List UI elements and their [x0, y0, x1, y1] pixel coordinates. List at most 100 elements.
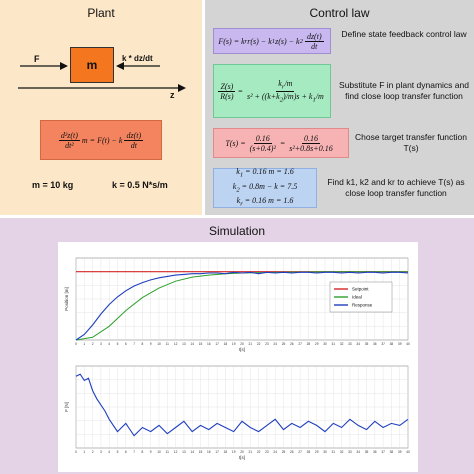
damping-value: k = 0.5 N*s/m [112, 180, 168, 190]
force-x-tick-label: 27 [298, 450, 302, 454]
force-x-tick-label: 16 [207, 450, 211, 454]
position-x-tick-label: 19 [232, 342, 236, 346]
force-x-tick-label: 37 [381, 450, 385, 454]
control-law-description-4: Find k1, k2 and kr to achieve T(s) as cl… [327, 177, 465, 198]
plant-panel: Plant F k * dz/dt m z d²z(t) dt² m = F(t) … [0, 0, 202, 215]
plant-equation: d²z(t) dt² m = F(t) − k dz(t) dt [40, 120, 162, 160]
position-x-tick-label: 5 [117, 342, 119, 346]
plant-title: Plant [87, 6, 115, 20]
force-x-tick-label: 6 [125, 450, 127, 454]
control-law-description-1: Define state feedback control law [341, 29, 467, 39]
force-x-tick-label: 31 [332, 450, 336, 454]
position-x-tick-label: 31 [332, 342, 336, 346]
position-x-tick-label: 13 [182, 342, 186, 346]
legend-label-setpoint: Setpoint [352, 287, 369, 292]
position-x-tick-label: 24 [273, 342, 277, 346]
force-x-tick-label: 18 [224, 450, 228, 454]
force-x-tick-label: 10 [157, 450, 161, 454]
position-x-tick-label: 12 [174, 342, 178, 346]
position-x-tick-label: 15 [199, 342, 203, 346]
force-arrowhead [60, 62, 68, 70]
position-x-tick-label: 10 [157, 342, 161, 346]
position-x-tick-label: 38 [390, 342, 394, 346]
damper-label: k * dz/dt [122, 54, 153, 63]
force-x-tick-label: 24 [273, 450, 277, 454]
force-x-tick-label: 8 [142, 450, 144, 454]
z-axis-arrowhead [178, 84, 186, 92]
position-x-axis-label: t[s] [239, 347, 245, 352]
force-x-tick-label: 38 [390, 450, 394, 454]
force-x-tick-label: 13 [182, 450, 186, 454]
force-x-tick-label: 30 [323, 450, 327, 454]
force-x-tick-label: 35 [365, 450, 369, 454]
closed-loop-equation: Z(s) R(s) = kr/m s² + ((k+k2)/m)s + k1/m [213, 64, 331, 118]
position-x-tick-label: 0 [75, 342, 77, 346]
simulation-charts: 0 1 2 3 4 5 6 7 8 9 10 11 12 13 14 15 16 17 18 19 20 21 22 23 24… [64, 257, 410, 460]
force-x-tick-label: 32 [340, 450, 344, 454]
force-x-tick-label: 15 [199, 450, 203, 454]
force-x-tick-label: 21 [249, 450, 253, 454]
position-x-tick-label: 28 [307, 342, 311, 346]
force-x-tick-label: 19 [232, 450, 236, 454]
simulation-title: Simulation [208, 224, 266, 238]
position-x-tick-label: 8 [142, 342, 144, 346]
force-x-tick-label: 17 [215, 450, 219, 454]
z-axis-label: z [170, 90, 175, 100]
position-x-tick-label: 30 [323, 342, 327, 346]
force-x-tick-label: 2 [92, 450, 94, 454]
position-x-tick-label: 36 [373, 342, 377, 346]
position-x-tick-label: 26 [290, 342, 294, 346]
position-x-tick-label: 6 [125, 342, 127, 346]
position-x-tick-label: 3 [100, 342, 102, 346]
force-x-tick-label: 12 [174, 450, 178, 454]
force-x-tick-label: 25 [282, 450, 286, 454]
force-x-tick-label: 33 [348, 450, 352, 454]
simulation-panel: Simulation 0 1 2 3 4 5 6 7 8 9 10 11 12 13 14 15 16 17 18 1… [0, 218, 474, 474]
position-x-tick-label: 29 [315, 342, 319, 346]
position-x-tick-label: 2 [92, 342, 94, 346]
force-x-tick-label: 36 [373, 450, 377, 454]
position-x-tick-label: 27 [298, 342, 302, 346]
position-y-axis-label: Position [m] [64, 287, 69, 311]
position-x-tick-label: 18 [224, 342, 228, 346]
force-x-tick-label: 4 [108, 450, 110, 454]
position-x-tick-label: 33 [348, 342, 352, 346]
plant-diagram [18, 62, 186, 92]
force-x-tick-label: 5 [117, 450, 119, 454]
force-x-axis-label: t[s] [239, 455, 245, 460]
position-x-tick-label: 16 [207, 342, 211, 346]
force-x-tick-label: 14 [190, 450, 194, 454]
mass-value: m = 10 kg [32, 180, 74, 190]
position-x-tick-label: 40 [406, 342, 410, 346]
legend-label-response: Response [352, 303, 373, 308]
control-law-equation: F(s) = k r r(s) − k 1 z(s) − k 2 dz(t) dt [213, 28, 331, 54]
force-x-tick-label: 0 [75, 450, 77, 454]
legend-label-ideal: Ideal [352, 295, 362, 300]
force-x-tick-label: 28 [307, 450, 311, 454]
position-x-tick-label: 37 [381, 342, 385, 346]
force-x-tick-label: 1 [83, 450, 85, 454]
position-x-tick-label: 32 [340, 342, 344, 346]
position-x-tick-label: 35 [365, 342, 369, 346]
force-x-tick-label: 7 [133, 450, 135, 454]
position-series-ideal [75, 271, 408, 341]
force-x-tick-label: 40 [406, 450, 410, 454]
position-x-tick-label: 9 [150, 342, 152, 346]
force-y-axis-label: F [N] [64, 402, 69, 412]
force-label: F [34, 54, 40, 64]
force-x-tick-label: 20 [240, 450, 244, 454]
force-x-tick-label: 9 [150, 450, 152, 454]
force-x-tick-label: 23 [265, 450, 269, 454]
position-x-tick-label: 23 [265, 342, 269, 346]
force-x-tick-label: 11 [166, 450, 170, 454]
position-x-tick-label: 34 [356, 342, 360, 346]
position-x-tick-label: 39 [398, 342, 402, 346]
mass-block: m [70, 47, 114, 83]
damper-arrowhead [116, 62, 124, 70]
force-x-tick-label: 3 [100, 450, 102, 454]
position-x-tick-label: 7 [133, 342, 135, 346]
position-x-tick-label: 22 [257, 342, 261, 346]
target-transfer-equation: T(s) = 0.16 (s+0.4)² = 0.16 s²+0.8s+0.16 [213, 128, 349, 158]
position-x-tick-label: 1 [83, 342, 85, 346]
